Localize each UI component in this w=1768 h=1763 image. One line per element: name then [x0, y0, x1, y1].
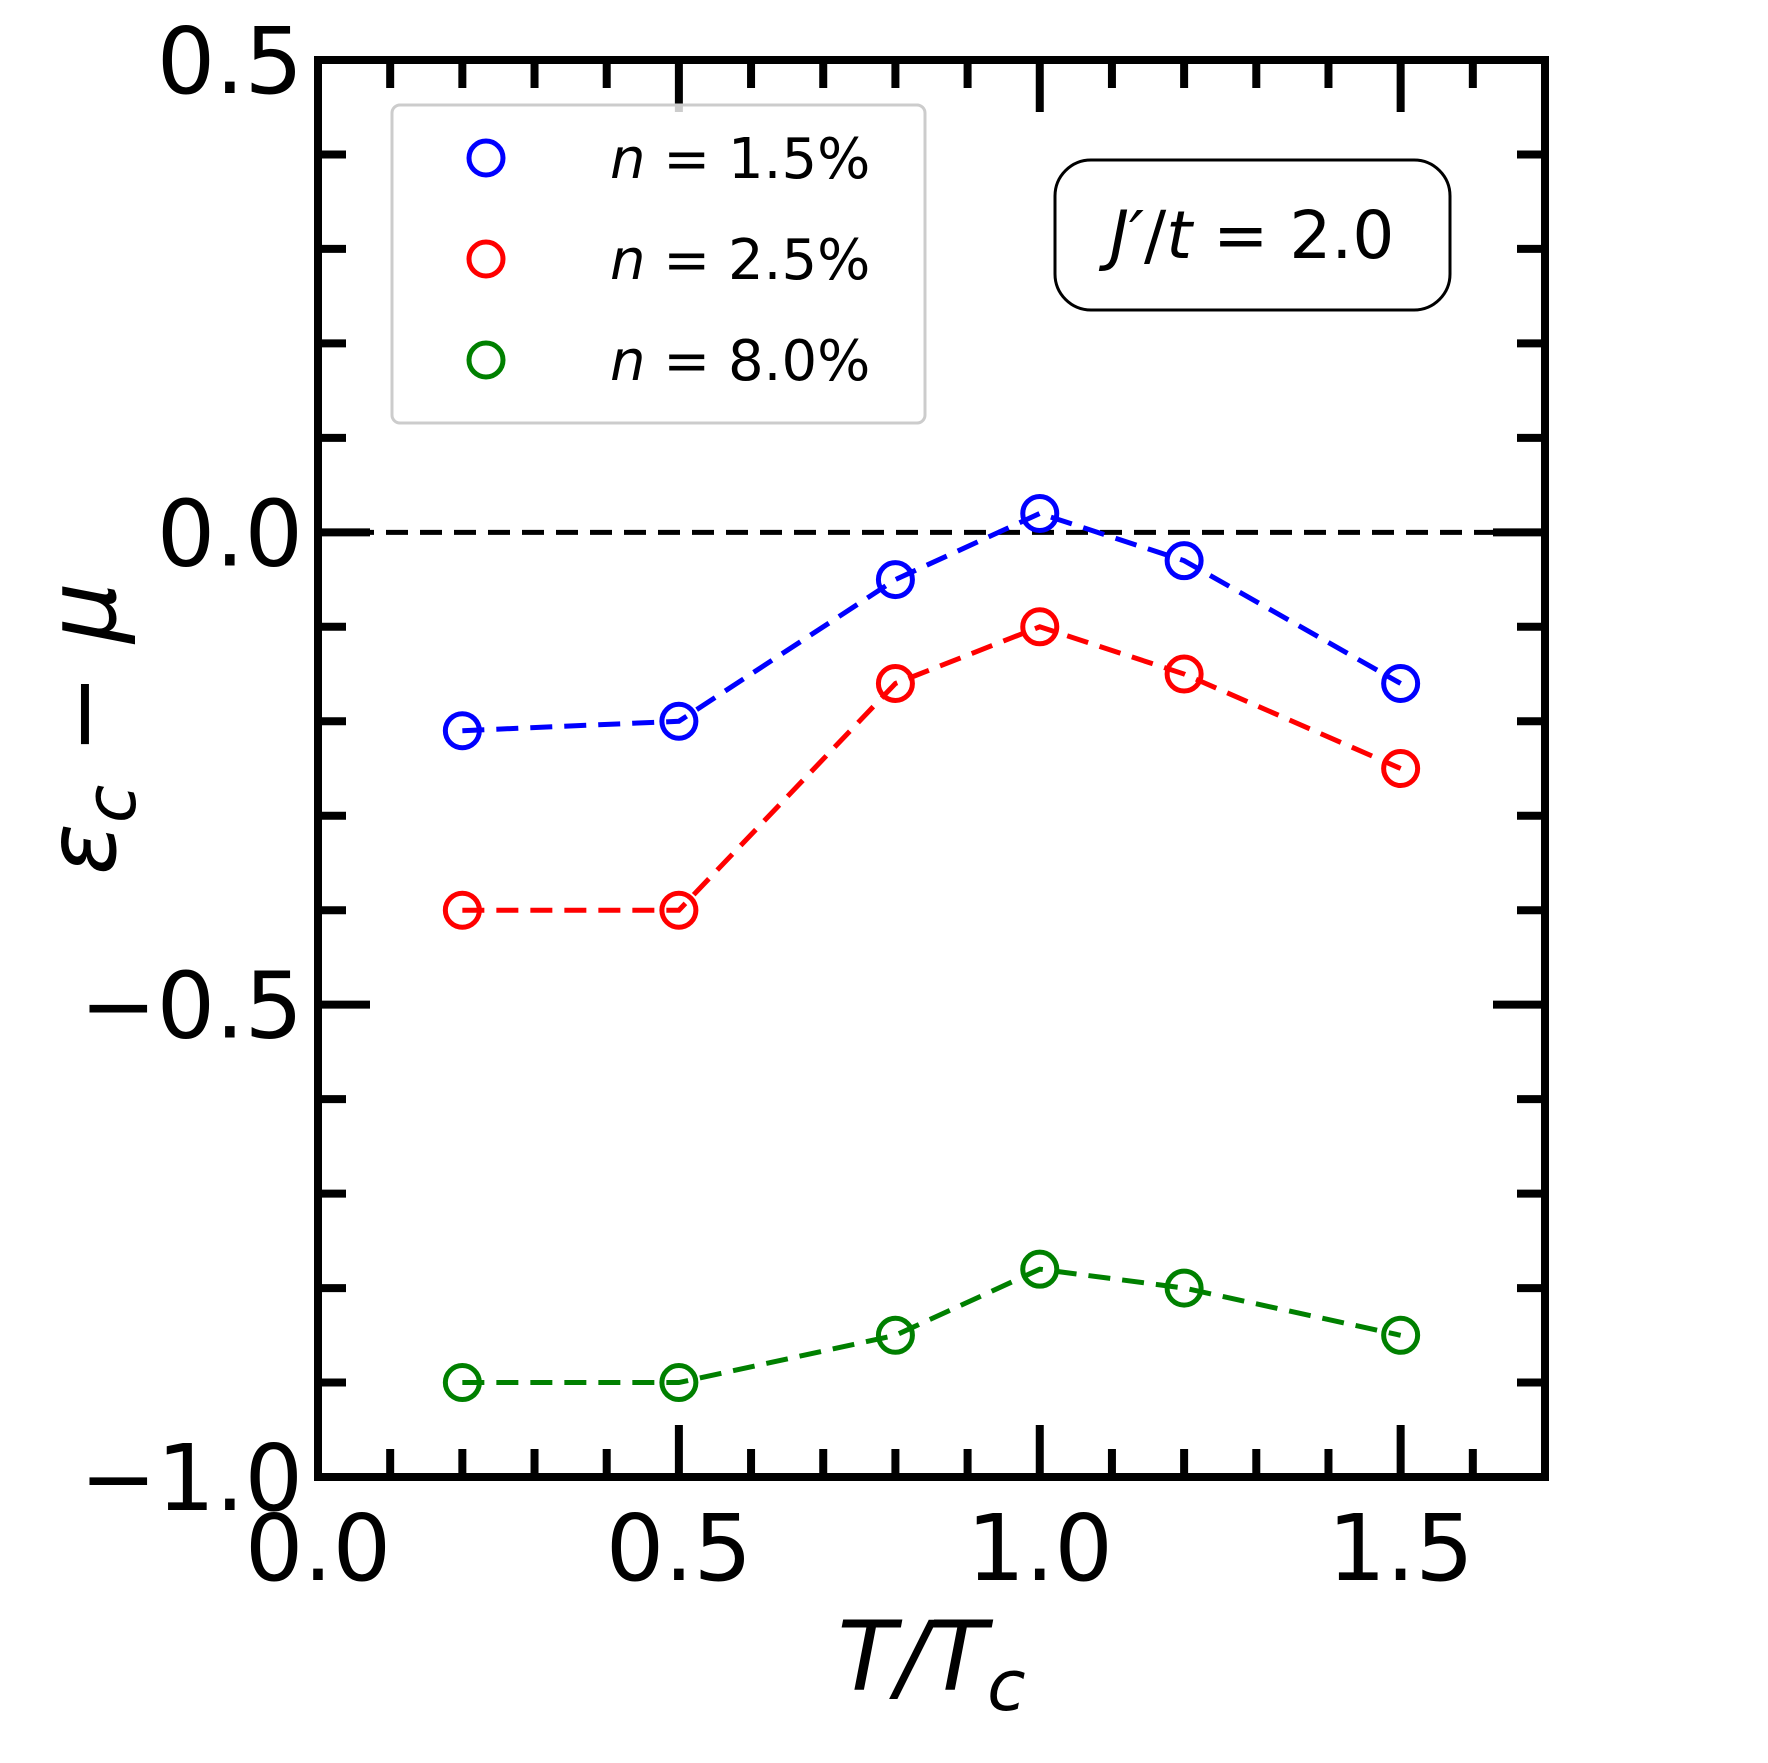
legend-label-value: = 2.5%	[646, 228, 871, 293]
data-point	[442, 1363, 482, 1403]
y-axis-label: εc − μ	[26, 582, 152, 875]
y-axis-label-sub: c	[70, 785, 152, 824]
legend-label-n: n	[610, 329, 646, 394]
data-point	[1381, 663, 1421, 703]
x-axis-label: T/Tc	[837, 1601, 1025, 1727]
data-point	[1020, 493, 1060, 533]
data-point	[442, 890, 482, 930]
x-axis-label-sub: c	[987, 1645, 1026, 1727]
annotation-value: = 2.0	[1192, 197, 1394, 274]
legend-label-n: n	[610, 127, 646, 192]
data-point	[875, 663, 915, 703]
legend-label: n = 2.5%	[610, 228, 870, 293]
legend-label-value: = 1.5%	[646, 127, 871, 192]
data-point	[1381, 749, 1421, 788]
legend-label-n: n	[610, 228, 646, 293]
data-point	[875, 560, 915, 600]
legend-marker	[466, 138, 506, 178]
data-point	[659, 1363, 699, 1403]
data-point	[1164, 654, 1204, 694]
data-point	[1381, 1315, 1421, 1355]
legend: n = 1.5%n = 2.5%n = 8.0%	[390, 103, 927, 425]
y-tick-label: −0.5	[80, 953, 303, 1060]
legend-box	[390, 103, 927, 425]
data-point	[659, 701, 699, 741]
y-axis-label-eps: ε	[26, 823, 138, 875]
legend-marker	[466, 239, 506, 279]
data-point	[442, 711, 482, 751]
annotation-box: J′/t = 2.0	[1053, 158, 1452, 312]
legend-label: n = 8.0%	[610, 329, 870, 394]
x-tick-label: 0.0	[245, 1495, 391, 1602]
data-point	[1164, 1268, 1204, 1308]
series-line	[462, 1266, 1402, 1386]
series-2	[442, 607, 1421, 930]
x-tick-label: 1.5	[1327, 1495, 1473, 1602]
annotation-frame	[1053, 158, 1452, 312]
y-axis-label-mu: μ	[26, 582, 138, 645]
series-line	[462, 624, 1402, 913]
annotation-t: t	[1166, 197, 1194, 274]
annotation-slash: /	[1144, 197, 1167, 274]
legend-label: n = 1.5%	[610, 127, 870, 192]
x-tick-label: 1.0	[967, 1495, 1113, 1602]
data-point	[659, 890, 699, 930]
legend-marker	[466, 340, 506, 380]
y-axis-label-rest: −	[26, 643, 138, 784]
data-point	[875, 1315, 915, 1355]
series-3	[442, 1249, 1421, 1403]
data-point	[1020, 607, 1060, 647]
y-tick-label: 0.5	[157, 8, 303, 115]
series-layer	[442, 493, 1421, 1403]
x-axis-label-t: T/T	[837, 1601, 993, 1713]
tick-labels: 0.0 0.5 1.0 1.5 0.5 0.0 −0.5 −1.0	[80, 8, 1474, 1602]
plot-frame	[314, 56, 1549, 1481]
series-1	[442, 493, 1421, 751]
y-tick-label: 0.0	[157, 480, 303, 587]
data-point	[1020, 1249, 1060, 1289]
series-line	[462, 510, 1402, 734]
y-tick-label: −1.0	[80, 1425, 303, 1532]
annotation-text: J′/t = 2.0	[1099, 197, 1395, 274]
data-point	[1164, 541, 1204, 581]
x-tick-label: 0.5	[606, 1495, 752, 1602]
legend-label-value: = 8.0%	[646, 329, 871, 394]
